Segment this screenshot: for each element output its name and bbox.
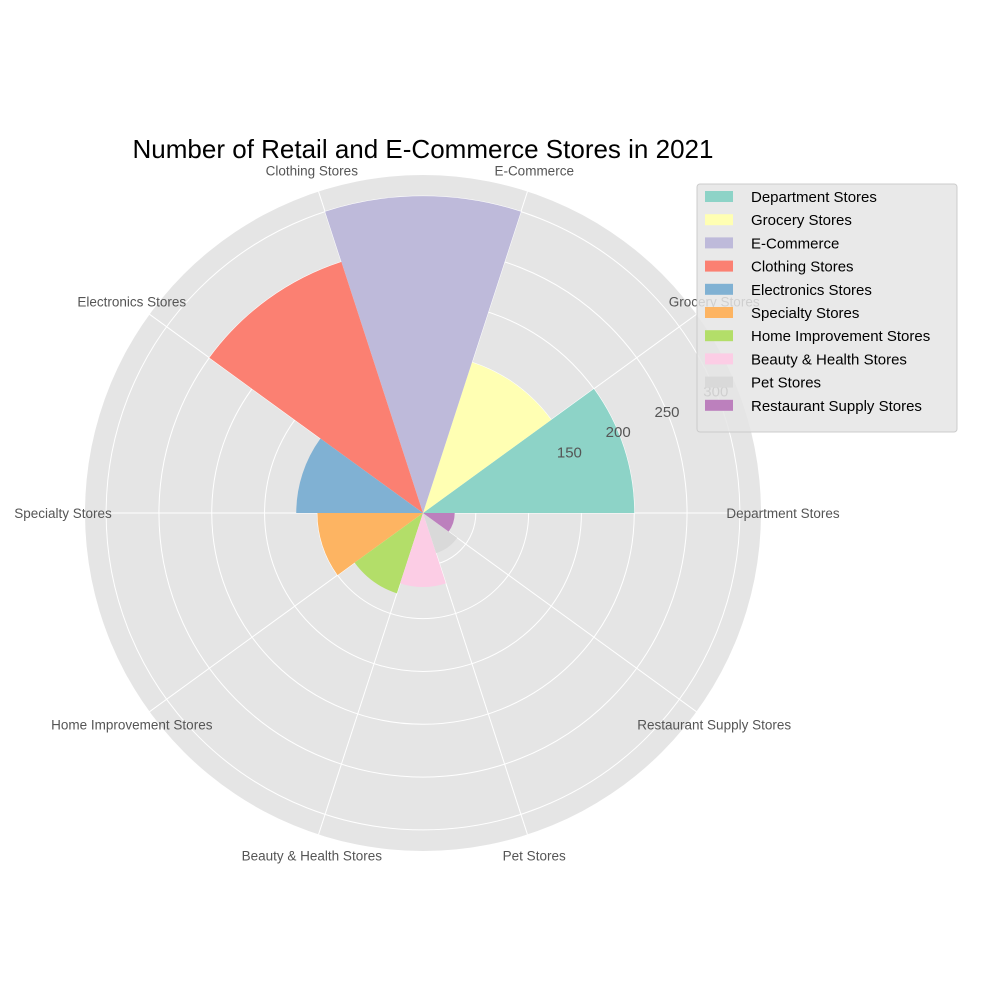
radial-tick-label: 250	[654, 404, 679, 421]
legend-label-pet-stores: Pet Stores	[751, 375, 821, 392]
category-label-clothing-stores: Clothing Stores	[266, 164, 359, 179]
legend-label-grocery-stores: Grocery Stores	[751, 212, 852, 229]
legend-label-restaurant-supply-stores: Restaurant Supply Stores	[751, 398, 922, 415]
category-label-specialty-stores: Specialty Stores	[14, 506, 112, 521]
legend-label-clothing-stores: Clothing Stores	[751, 259, 854, 276]
legend-label-department-stores: Department Stores	[751, 189, 877, 206]
bar-electronics-stores	[296, 438, 423, 513]
legend-swatch-specialty-stores	[705, 307, 733, 318]
category-label-electronics-stores: Electronics Stores	[77, 294, 186, 309]
legend-swatch-department-stores	[705, 191, 733, 202]
legend-swatch-pet-stores	[705, 376, 733, 388]
grid-spoke	[422, 191, 528, 514]
radial-tick-label: 200	[606, 424, 631, 441]
legend: Department Stores Grocery Stores E-Commerc…	[696, 183, 958, 433]
bar-department-stores	[423, 388, 635, 513]
legend-swatch-beauty-and-health-stores	[705, 353, 733, 365]
radial-tick-label: 150	[557, 444, 582, 461]
category-label-home-improvement-stores: Home Improvement Stores	[51, 718, 213, 733]
grid-spoke	[149, 512, 424, 713]
legend-label-specialty-stores: Specialty Stores	[751, 305, 859, 322]
bar-beauty-and-health-stores	[400, 513, 446, 587]
legend-swatch-clothing-stores	[705, 260, 733, 272]
bar-clothing-stores	[209, 261, 423, 513]
bars	[209, 196, 635, 594]
legend-label-beauty-and-health-stores: Beauty & Health Stores	[751, 351, 907, 368]
bar-grocery-stores	[423, 362, 552, 513]
legend-swatch-e-commerce	[705, 237, 733, 249]
chart-title: Number of Retail and E-Commerce Stores i…	[133, 134, 714, 164]
legend-swatch-grocery-stores	[705, 214, 733, 226]
category-label-department-stores: Department Stores	[726, 506, 840, 521]
grid-spoke	[422, 512, 697, 713]
legend-swatch-restaurant-supply-stores	[705, 399, 733, 411]
bar-home-improvement-stores	[354, 513, 423, 594]
category-label-restaurant-supply-stores: Restaurant Supply Stores	[637, 718, 791, 733]
legend-box	[696, 183, 958, 433]
category-label-pet-stores: Pet Stores	[503, 848, 566, 863]
category-label-e-commerce: E-Commerce	[494, 164, 574, 179]
legend-label-electronics-stores: Electronics Stores	[751, 282, 872, 299]
bar-specialty-stores	[317, 513, 423, 576]
legend-label-e-commerce: E-Commerce	[751, 235, 839, 252]
legend-swatch-electronics-stores	[705, 283, 733, 295]
bar-pet-stores	[423, 513, 458, 554]
bar-restaurant-supply-stores	[423, 513, 455, 532]
legend-swatch-home-improvement-stores	[705, 330, 733, 342]
bar-e-commerce	[325, 196, 521, 513]
legend-label-home-improvement-stores: Home Improvement Stores	[751, 328, 930, 345]
category-label-beauty-and-health-stores: Beauty & Health Stores	[242, 848, 383, 863]
